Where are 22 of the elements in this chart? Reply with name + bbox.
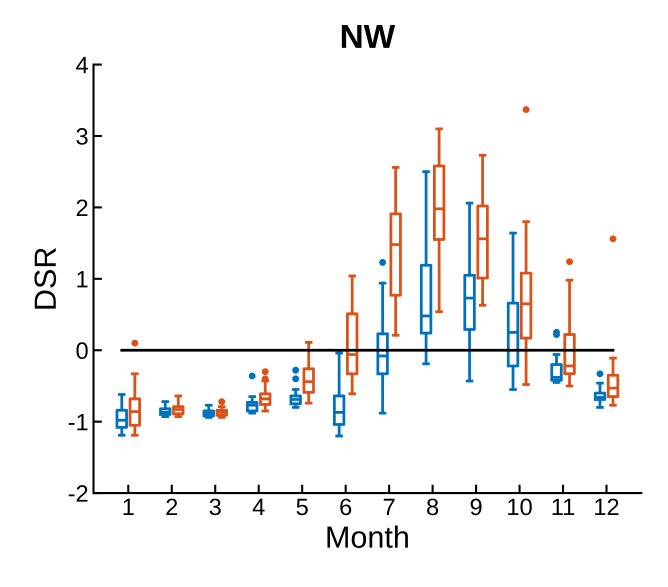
y-tick-label: 3 bbox=[76, 128, 88, 145]
x-tick-label: 10 bbox=[508, 498, 532, 516]
x-tick-label: 5 bbox=[296, 498, 308, 516]
x-tick-label: 3 bbox=[210, 498, 221, 516]
x-tick-label: 1 bbox=[124, 498, 134, 516]
y-tick-label: 4 bbox=[76, 56, 88, 74]
y-tick-label: 0 bbox=[76, 342, 88, 360]
y-tick-label: -1 bbox=[68, 414, 88, 430]
x-tick-label: 12 bbox=[595, 498, 618, 516]
x-tick-label: 11 bbox=[552, 498, 574, 516]
y-tick-label: 2 bbox=[76, 199, 88, 216]
x-tick-label: 2 bbox=[166, 498, 178, 516]
x-tick-label: 7 bbox=[384, 498, 395, 516]
x-tick-label: 8 bbox=[427, 498, 438, 516]
x-tick-label: 6 bbox=[340, 498, 352, 516]
y-tick-label: -2 bbox=[68, 485, 88, 502]
x-axis-title: Month bbox=[327, 526, 408, 548]
x-tick-label: 9 bbox=[470, 498, 482, 516]
y-axis-title: DSR bbox=[34, 248, 56, 309]
y-tick-label: 1 bbox=[77, 271, 88, 288]
x-tick-label: 4 bbox=[252, 498, 265, 516]
chart-title: NW bbox=[342, 24, 396, 48]
